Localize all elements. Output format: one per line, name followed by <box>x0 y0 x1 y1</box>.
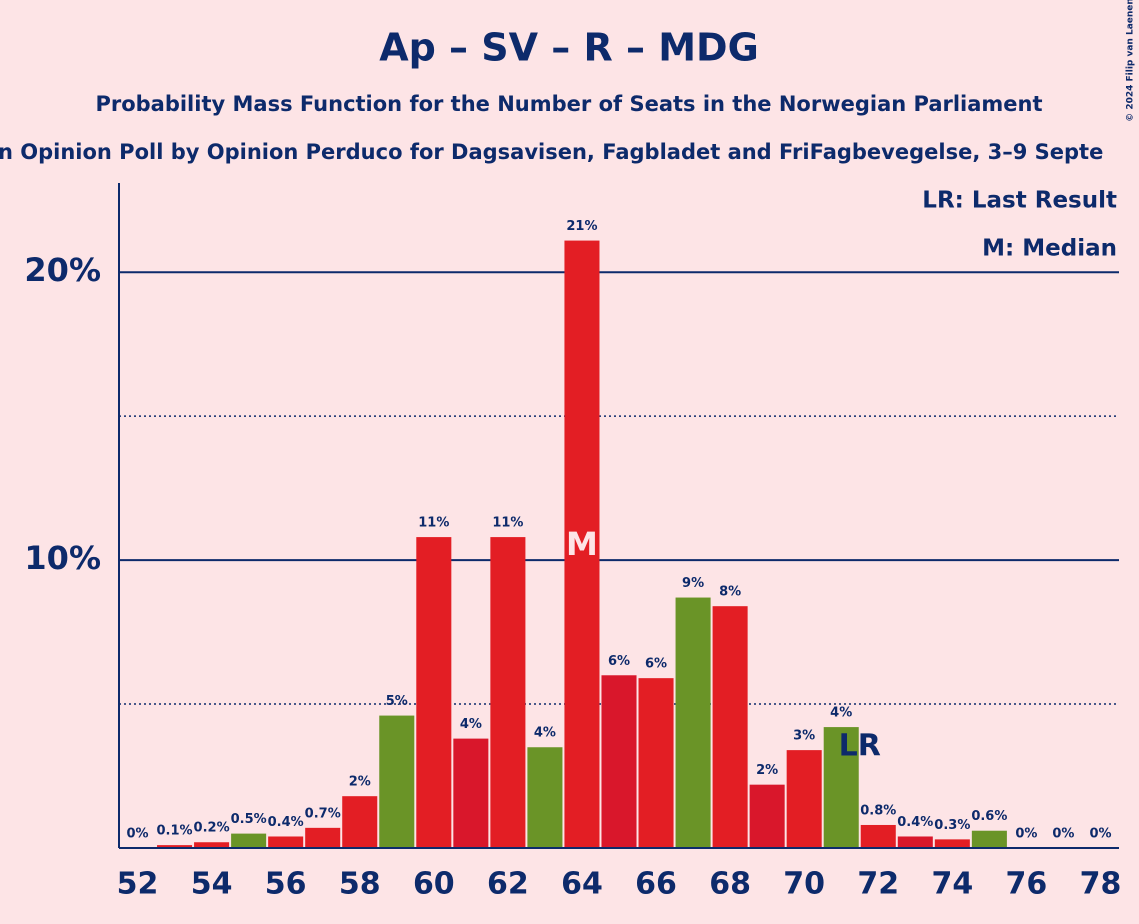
value-label: 0.3% <box>934 818 970 833</box>
value-label: 21% <box>566 219 597 234</box>
last-result-marker: LR <box>839 728 881 763</box>
value-label: 11% <box>418 516 449 531</box>
bar <box>675 597 711 848</box>
x-tick-label: 64 <box>561 867 603 902</box>
x-tick-label: 78 <box>1080 867 1122 902</box>
bar <box>749 784 785 848</box>
bar <box>934 839 970 848</box>
bar <box>268 836 304 848</box>
x-tick-label: 54 <box>191 867 233 902</box>
bar <box>490 537 526 848</box>
x-tick-label: 66 <box>635 867 677 902</box>
bar <box>231 833 267 848</box>
chart-subtitle: Probability Mass Function for the Number… <box>95 92 1042 116</box>
x-tick-label: 52 <box>117 867 159 902</box>
x-tick-label: 72 <box>857 867 899 902</box>
median-marker: M <box>566 525 598 563</box>
bar <box>712 606 748 848</box>
y-tick-label: 10% <box>24 539 101 577</box>
legend-text: LR: Last Result <box>922 188 1117 214</box>
value-label: 0.7% <box>305 806 341 821</box>
x-tick-label: 68 <box>709 867 751 902</box>
x-tick-label: 56 <box>265 867 307 902</box>
value-label: 6% <box>608 654 630 669</box>
value-label: 5% <box>386 694 408 709</box>
chart-subtitle: n Opinion Poll by Opinion Perduco for Da… <box>0 140 1103 164</box>
x-tick-label: 74 <box>931 867 973 902</box>
value-label: 9% <box>682 576 704 591</box>
value-label: 0.1% <box>157 824 193 839</box>
value-label: 4% <box>534 726 556 741</box>
value-label: 0% <box>1052 827 1074 842</box>
legend-text: M: Median <box>982 236 1117 262</box>
value-label: 4% <box>830 706 852 721</box>
x-tick-label: 76 <box>1006 867 1048 902</box>
x-tick-label: 60 <box>413 867 455 902</box>
bar <box>564 240 600 849</box>
chart-title: Ap – SV – R – MDG <box>379 26 759 70</box>
bar <box>379 715 415 848</box>
bar <box>601 675 637 848</box>
value-label: 2% <box>349 775 371 790</box>
value-label: 0% <box>1015 827 1037 842</box>
bar <box>823 727 859 848</box>
value-label: 6% <box>645 657 667 672</box>
value-label: 0.4% <box>268 815 304 830</box>
value-label: 8% <box>719 585 741 600</box>
bar <box>342 796 378 848</box>
value-label: 0.5% <box>231 812 267 827</box>
credit: © 2024 Filip van Laenen <box>1126 0 1136 122</box>
value-label: 0% <box>126 827 148 842</box>
value-label: 3% <box>793 729 815 744</box>
y-tick-label: 20% <box>24 251 101 289</box>
value-label: 0.2% <box>194 821 230 836</box>
x-tick-label: 70 <box>783 867 825 902</box>
value-label: 4% <box>460 717 482 732</box>
bar <box>638 678 674 848</box>
value-label: 0% <box>1089 827 1111 842</box>
value-label: 0.8% <box>860 803 896 818</box>
x-tick-label: 62 <box>487 867 529 902</box>
value-label: 0.4% <box>897 815 933 830</box>
bar <box>527 747 563 848</box>
bar <box>453 738 489 848</box>
bar <box>860 824 896 848</box>
bar <box>305 827 341 848</box>
value-label: 11% <box>492 516 523 531</box>
bar <box>416 537 452 848</box>
bar <box>194 842 230 848</box>
bar <box>971 830 1007 848</box>
value-label: 2% <box>756 763 778 778</box>
bar <box>897 836 933 848</box>
bar <box>786 750 822 848</box>
value-label: 0.6% <box>971 809 1007 824</box>
x-tick-label: 58 <box>339 867 381 902</box>
bar <box>157 845 193 848</box>
